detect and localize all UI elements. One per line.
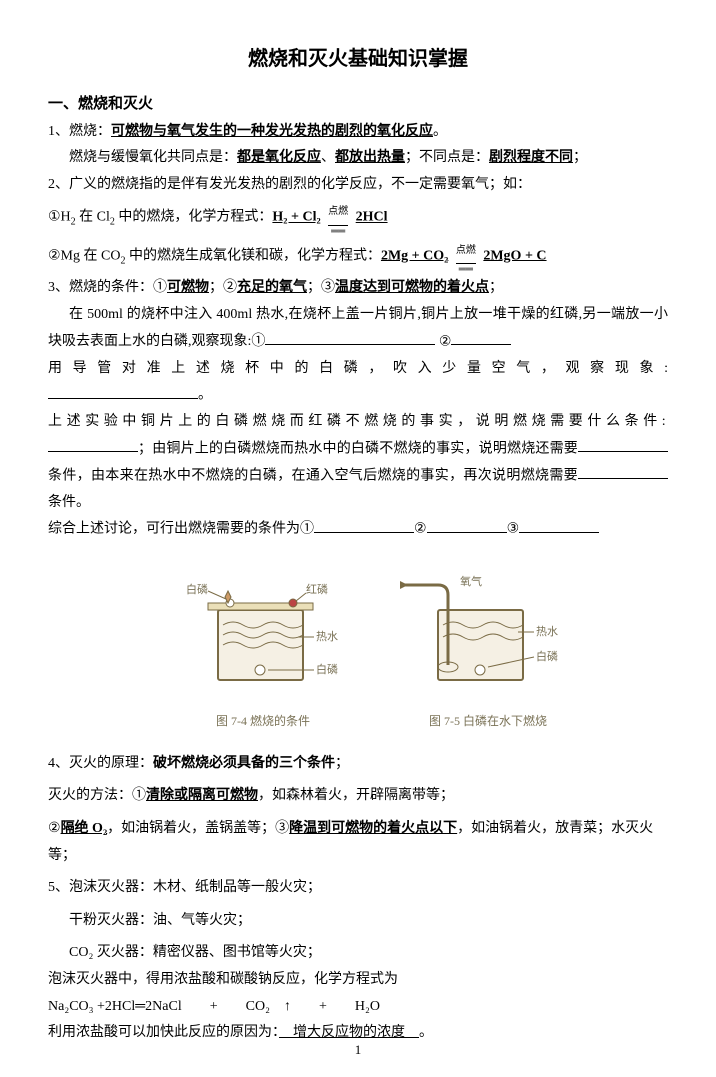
para-11: ②隔绝 O₂，如油锅着火，盖锅盖等；③降温到可燃物的着火点以下，如油锅着火，放青… <box>48 816 668 869</box>
fig2-label-o2: 氧气 <box>460 574 482 588</box>
p2-e: ；不同点是： <box>405 150 489 165</box>
p2-a: 燃烧与缓慢氧化共同点是： <box>69 150 237 165</box>
para-9: 4、灭火的原理：破坏燃烧必须具备的三个条件； <box>48 751 668 778</box>
p10-a: 灭火的方法：① <box>48 788 146 803</box>
fig2-svg: 氧气 热水 白磷 <box>388 555 588 695</box>
figure-row: 白磷 红磷 热水 白磷 图 7-4 燃烧的条件 氧气 热水 <box>88 555 668 732</box>
section-1-heading: 一、燃烧和灭火 <box>48 90 668 119</box>
eq1-cond: 点燃 <box>328 206 348 217</box>
para-3: 2、广义的燃烧指的是伴有发光发热的剧烈的化学反应，不一定需要氧气；如： <box>48 172 668 199</box>
p2-b: 都是氧化反应 <box>237 150 321 165</box>
p11-d: 降温到可燃物的着火点以下 <box>289 821 457 836</box>
eq2-cond: 点燃 <box>456 245 476 256</box>
fig1-label-hong: 红磷 <box>306 583 328 596</box>
fig1-label-baidi: 白磷 <box>316 662 338 676</box>
para-14: CO₂ 灭火器：精密仪器、图书馆等火灾； <box>48 940 668 967</box>
p11-a: ② <box>48 821 61 836</box>
p1-prefix: 1、燃烧： <box>48 124 111 139</box>
eq1-a: ①H <box>48 210 71 225</box>
p4-e: ；③ <box>307 280 335 295</box>
blank-8a[interactable] <box>314 516 414 532</box>
blank-7b[interactable] <box>578 436 668 452</box>
blank-5a[interactable] <box>265 329 435 345</box>
para-10: 灭火的方法：①清除或隔离可燃物，如森林着火，开辟隔离带等； <box>48 783 668 810</box>
fig2-caption: 图 7-5 白磷在水下燃烧 <box>388 710 588 733</box>
equation-1: ①H2 在 Cl2 中的燃烧，化学方程式：H₂ + Cl₂ 点燃══ 2HCl <box>48 198 668 237</box>
p8-a: 综合上述讨论，可行出燃烧需要的条件为① <box>48 522 314 537</box>
para-6b: 。 <box>48 382 668 409</box>
p4-a: 3、燃烧的条件：① <box>48 280 167 295</box>
p10-b: 清除或隔离可燃物 <box>146 788 258 803</box>
p4-g: ； <box>489 280 503 295</box>
p2-f: 剧烈程度不同 <box>489 150 573 165</box>
p9-a: 4、灭火的原理： <box>48 756 153 771</box>
p8-b: ② <box>414 522 427 537</box>
fig1-label-reshui: 热水 <box>316 630 338 643</box>
eq1-c: 中的燃烧，化学方程式： <box>115 210 273 225</box>
p7-a: 上述实验中铜片上的白磷燃烧而红磷不燃烧的事实，说明燃烧需要什么条件: <box>48 414 668 429</box>
p2-c: 、 <box>321 150 335 165</box>
eq1-lhs: H₂ + Cl₂ <box>272 210 320 225</box>
blank-7c[interactable] <box>578 463 668 479</box>
para-12: 5、泡沫灭火器：木材、纸制品等一般火灾； <box>48 875 668 902</box>
eq1-rhs: 2HCl <box>356 210 388 225</box>
blank-8b[interactable] <box>427 516 507 532</box>
p1-end: 。 <box>433 124 447 139</box>
blank-7a[interactable] <box>48 436 138 452</box>
p7-d: 条件。 <box>48 495 90 510</box>
para-8: 综合上述讨论，可行出燃烧需要的条件为① ② ③ <box>48 516 668 543</box>
para-4: 3、燃烧的条件：①可燃物；②充足的氧气；③温度达到可燃物的着火点； <box>48 275 668 302</box>
blank-6[interactable] <box>48 382 198 398</box>
eq2-b: 中的燃烧生成氧化镁和碳，化学方程式： <box>125 248 381 263</box>
p5-mark2: ② <box>439 334 452 349</box>
page: 燃烧和灭火基础知识掌握 一、燃烧和灭火 1、燃烧：可燃物与氧气发生的一种发光发热… <box>0 0 716 1077</box>
fig1-label-bai: 白磷 <box>186 582 208 596</box>
figure-7-4: 白磷 红磷 热水 白磷 图 7-4 燃烧的条件 <box>168 555 358 732</box>
p8-c: ③ <box>507 522 520 537</box>
blank-8c[interactable] <box>519 516 599 532</box>
para-1: 1、燃烧：可燃物与氧气发生的一种发光发热的剧烈的氧化反应。 <box>48 119 668 146</box>
fig2-label-reshui: 热水 <box>536 625 558 638</box>
eq2-lhs: 2Mg + CO₂ <box>381 248 448 263</box>
para-13: 干粉灭火器：油、气等火灾； <box>48 908 668 935</box>
p6-end: 。 <box>198 388 212 403</box>
para-5: 在 500ml 的烧杯中注入 400ml 热水,在烧杯上盖一片铜片,铜片上放一堆… <box>48 302 668 356</box>
figure-7-5: 氧气 热水 白磷 图 7-5 白磷在水下燃烧 <box>388 555 588 732</box>
p1-emph: 可燃物与氧气发生的一种发光发热的剧烈的氧化反应 <box>111 124 433 139</box>
fig2-label-bai: 白磷 <box>536 649 558 663</box>
p4-d: 充足的氧气 <box>237 280 307 295</box>
p4-c: ；② <box>209 280 237 295</box>
fig1-svg: 白磷 红磷 热水 白磷 <box>168 555 358 695</box>
eq2-a: ②Mg 在 CO <box>48 248 120 263</box>
eq2-rhs: 2MgO + C <box>483 248 546 263</box>
doc-title: 燃烧和灭火基础知识掌握 <box>48 40 668 78</box>
para-7: 上述实验中铜片上的白磷燃烧而红磷不燃烧的事实，说明燃烧需要什么条件: ；由铜片上的… <box>48 409 668 516</box>
p2-d: 都放出热量 <box>335 150 405 165</box>
page-number: 1 <box>0 1038 716 1063</box>
para-15: 泡沫灭火器中，得用浓盐酸和碳酸钠反应，化学方程式为 <box>48 967 668 994</box>
p11-c: ，如油锅着火，盖锅盖等；③ <box>107 821 289 836</box>
eq1-b: 在 Cl <box>76 210 110 225</box>
p11-b: 隔绝 O₂ <box>61 821 108 836</box>
para-6: 用导管对准上述烧杯中的白磷，吹入少量空气，观察现象: <box>48 356 668 383</box>
p10-c: ，如森林着火，开辟隔离带等； <box>258 788 454 803</box>
para-2: 燃烧与缓慢氧化共同点是：都是氧化反应、都放出热量；不同点是：剧烈程度不同； <box>48 145 668 172</box>
p9-c: ； <box>335 756 349 771</box>
equation-2: ②Mg 在 CO2 中的燃烧生成氧化镁和碳，化学方程式：2Mg + CO₂ 点燃… <box>48 237 668 276</box>
p2-g: ； <box>573 150 587 165</box>
p7-c: 条件，由本来在热水中不燃烧的白磷，在通入空气后燃烧的事实，再次说明燃烧需要 <box>48 468 578 483</box>
blank-5b[interactable] <box>451 329 511 345</box>
p7-b: ；由铜片上的白磷燃烧而热水中的白磷不燃烧的事实，说明燃烧还需要 <box>138 441 578 456</box>
para-16: Na₂CO₃ +2HCl═2NaCl + CO₂ ↑ + H₂O <box>48 994 668 1021</box>
p4-f: 温度达到可燃物的着火点 <box>335 280 489 295</box>
fig1-caption: 图 7-4 燃烧的条件 <box>168 710 358 733</box>
p9-b: 破坏燃烧必须具备的三个条件 <box>153 756 335 771</box>
p6-a: 用导管对准上述烧杯中的白磷，吹入少量空气，观察现象: <box>48 361 668 376</box>
p4-b: 可燃物 <box>167 280 209 295</box>
